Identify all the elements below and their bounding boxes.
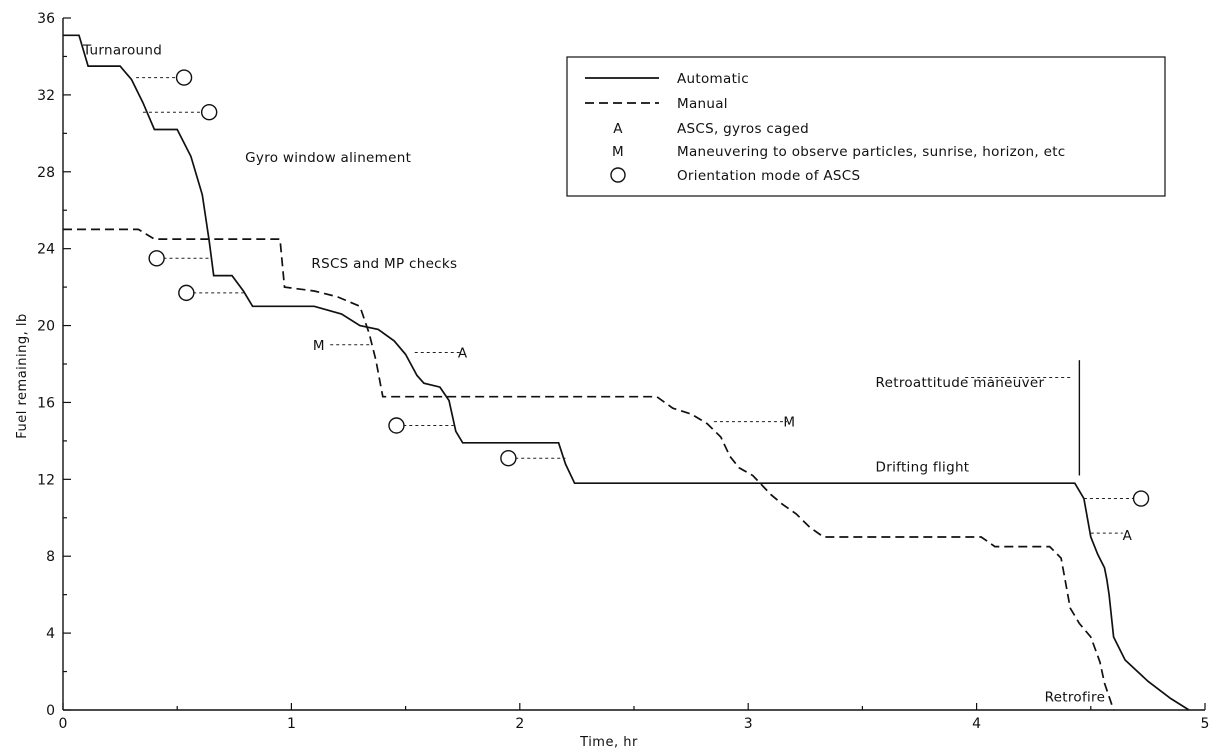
- y-tick-label: 28: [37, 165, 55, 181]
- y-tick-label: 4: [46, 626, 55, 642]
- orientation-mode-marker: [1132, 490, 1150, 507]
- symbol-label-m: M: [783, 415, 795, 431]
- orientation-mode-marker: [148, 250, 165, 267]
- legend-symbol-circle: [610, 167, 626, 183]
- legend-entry-label: Maneuvering to observe particles, sunris…: [677, 144, 1066, 160]
- y-tick-label: 24: [37, 242, 55, 258]
- x-tick-label: 2: [515, 716, 524, 732]
- x-tick-label: 1: [287, 716, 296, 732]
- legend-symbol-letter: M: [612, 144, 624, 160]
- annotation-label: Drifting flight: [876, 460, 970, 476]
- symbol-label-a: A: [458, 345, 468, 361]
- symbol-label-m: M: [313, 338, 325, 354]
- symbol-label-a: A: [1123, 528, 1133, 544]
- legend-entry-label: Automatic: [677, 71, 749, 87]
- x-axis-title: Time, hr: [579, 735, 638, 750]
- y-tick-label: 0: [46, 703, 55, 719]
- x-tick-label: 5: [1201, 716, 1210, 732]
- annotation-label: Gyro window alinement: [245, 150, 411, 166]
- series-layer: [63, 34, 1190, 711]
- orientation-mode-marker: [178, 284, 195, 302]
- x-tick-label: 3: [744, 716, 753, 732]
- orientation-mode-marker: [388, 417, 405, 434]
- legend-entry-label: ASCS, gyros caged: [677, 121, 809, 137]
- y-tick-label: 16: [37, 395, 55, 411]
- annotation-label: RSCS and MP checks: [311, 256, 457, 272]
- orientation-mode-marker: [500, 449, 517, 467]
- y-tick-label: 32: [37, 88, 55, 104]
- annotation-label: Retrofire: [1045, 689, 1106, 705]
- y-axis-title: Fuel remaining, lb: [15, 313, 30, 439]
- x-tick-label: 0: [59, 716, 68, 732]
- legend-symbol-letter: A: [613, 121, 623, 137]
- orientation-mode-marker: [175, 69, 193, 86]
- y-tick-label: 12: [37, 472, 55, 488]
- series-line-manual: [63, 228, 1115, 711]
- legend-entry-label: Orientation mode of ASCS: [677, 168, 860, 184]
- legend-entry-label: Manual: [677, 96, 728, 112]
- y-tick-label: 36: [37, 11, 55, 27]
- x-tick-label: 4: [972, 716, 981, 732]
- y-tick-label: 8: [46, 549, 55, 565]
- y-tick-label: 20: [37, 319, 55, 335]
- legend-box: [566, 56, 1166, 197]
- annotation-label: Turnaround: [82, 43, 162, 59]
- series-line-automatic: [63, 34, 1190, 711]
- legend: Automatic Manual A ASCS, gyros caged M Maneuv…: [566, 56, 1166, 197]
- annotation-label: Retroattitude maneuver: [876, 375, 1045, 391]
- orientation-mode-marker: [200, 103, 218, 121]
